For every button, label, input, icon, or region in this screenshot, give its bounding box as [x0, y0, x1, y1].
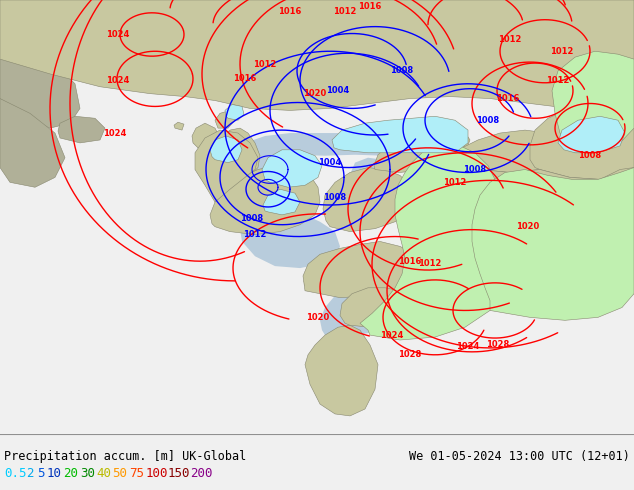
Text: 1012: 1012: [550, 47, 574, 56]
Polygon shape: [530, 108, 634, 179]
Text: 1020: 1020: [516, 222, 540, 231]
Polygon shape: [238, 175, 340, 268]
Text: 20: 20: [63, 467, 79, 480]
Polygon shape: [0, 98, 65, 187]
Text: 50: 50: [113, 467, 127, 480]
Polygon shape: [262, 150, 322, 187]
Polygon shape: [323, 168, 415, 232]
Text: 1016: 1016: [398, 257, 422, 266]
Polygon shape: [304, 273, 320, 291]
Text: 30: 30: [80, 467, 95, 480]
Polygon shape: [360, 143, 515, 340]
Polygon shape: [225, 104, 244, 120]
Text: 200: 200: [191, 467, 213, 480]
Text: 1008: 1008: [391, 67, 413, 75]
Text: 1008: 1008: [463, 165, 486, 174]
Text: 1024: 1024: [380, 331, 404, 340]
Text: 1028: 1028: [398, 350, 422, 359]
Text: 1016: 1016: [496, 94, 520, 103]
Text: 2: 2: [27, 467, 34, 480]
Text: 5: 5: [37, 467, 44, 480]
Polygon shape: [340, 288, 408, 327]
Text: 1016: 1016: [233, 74, 257, 83]
Polygon shape: [450, 130, 570, 172]
Text: 1012: 1012: [333, 7, 357, 16]
Polygon shape: [210, 166, 320, 235]
Text: 1012: 1012: [254, 60, 276, 69]
Text: 1012: 1012: [443, 178, 467, 187]
Text: 1008: 1008: [240, 214, 264, 223]
Text: 1004: 1004: [318, 158, 342, 167]
Polygon shape: [192, 123, 220, 153]
Polygon shape: [58, 116, 105, 143]
Polygon shape: [215, 110, 235, 128]
Polygon shape: [446, 168, 492, 192]
Text: 1012: 1012: [498, 35, 522, 44]
Text: 1024: 1024: [456, 343, 480, 351]
Polygon shape: [558, 116, 625, 153]
Text: 1016: 1016: [358, 2, 382, 11]
Text: 10: 10: [47, 467, 62, 480]
Text: 1008: 1008: [578, 151, 602, 160]
Polygon shape: [240, 140, 300, 182]
Polygon shape: [263, 189, 300, 215]
Polygon shape: [0, 0, 80, 128]
Polygon shape: [174, 122, 184, 130]
Polygon shape: [0, 0, 170, 79]
Text: 1012: 1012: [418, 259, 442, 268]
Polygon shape: [305, 325, 378, 416]
Text: 75: 75: [129, 467, 144, 480]
Text: 100: 100: [145, 467, 168, 480]
Text: 1024: 1024: [103, 128, 127, 138]
Polygon shape: [303, 242, 420, 297]
Polygon shape: [320, 288, 392, 337]
Text: 150: 150: [168, 467, 190, 480]
Polygon shape: [552, 51, 634, 153]
Polygon shape: [472, 168, 634, 320]
Text: 1020: 1020: [306, 313, 330, 322]
Text: 0.5: 0.5: [4, 467, 27, 480]
Polygon shape: [212, 128, 260, 177]
Polygon shape: [210, 136, 242, 163]
Text: 1016: 1016: [278, 7, 302, 16]
Text: 1024: 1024: [107, 76, 130, 85]
Text: 1020: 1020: [304, 89, 327, 98]
Polygon shape: [240, 123, 460, 160]
Polygon shape: [405, 163, 634, 304]
Text: 1012: 1012: [243, 230, 267, 239]
Polygon shape: [538, 185, 568, 222]
Text: 1024: 1024: [107, 30, 130, 39]
Text: Precipitation accum. [m] UK-Global: Precipitation accum. [m] UK-Global: [4, 450, 246, 464]
Text: 1008: 1008: [323, 193, 347, 201]
Polygon shape: [0, 0, 634, 110]
Text: 1004: 1004: [327, 86, 349, 95]
Text: We 01-05-2024 13:00 UTC (12+01): We 01-05-2024 13:00 UTC (12+01): [409, 450, 630, 464]
Text: 1028: 1028: [486, 341, 510, 349]
Polygon shape: [332, 116, 468, 153]
Polygon shape: [195, 130, 258, 202]
Text: 1012: 1012: [547, 76, 570, 85]
Polygon shape: [350, 158, 388, 185]
Polygon shape: [374, 123, 470, 172]
Text: 40: 40: [96, 467, 111, 480]
Text: 1008: 1008: [476, 116, 500, 125]
